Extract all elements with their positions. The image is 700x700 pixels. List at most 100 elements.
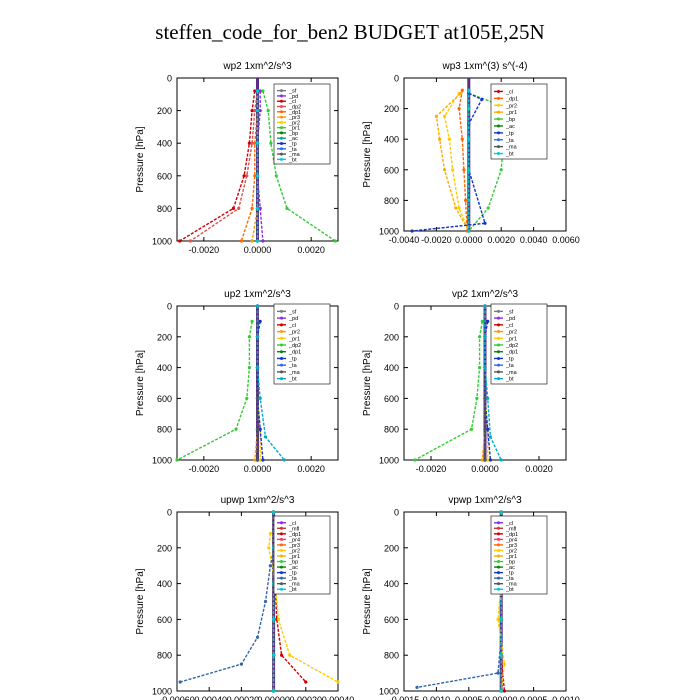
legend-label: _cl bbox=[505, 323, 513, 329]
y-tick-label: 1000 bbox=[152, 456, 172, 466]
legend-marker bbox=[497, 370, 500, 374]
x-tick-label: 0.0000 bbox=[244, 245, 272, 255]
legend-label: _pr2 bbox=[288, 330, 300, 336]
series-point bbox=[483, 221, 487, 225]
legend-label: _pr2 bbox=[505, 330, 517, 336]
legend-label: _dp1 bbox=[505, 532, 518, 538]
series-point bbox=[483, 396, 487, 400]
series-point bbox=[459, 91, 463, 95]
series-point bbox=[245, 174, 249, 178]
series-point bbox=[255, 174, 260, 178]
series-point bbox=[231, 206, 235, 210]
series-point bbox=[467, 137, 471, 141]
series-point bbox=[333, 239, 337, 243]
legend-marker bbox=[280, 110, 283, 114]
y-tick-label: 200 bbox=[157, 543, 172, 553]
legend-marker bbox=[497, 152, 500, 156]
legend-marker bbox=[497, 117, 500, 121]
legend-marker bbox=[497, 343, 500, 347]
y-tick-label: 0 bbox=[394, 302, 399, 312]
legend-marker bbox=[497, 543, 500, 547]
legend-marker bbox=[497, 356, 500, 360]
legend-label: _ac bbox=[288, 565, 298, 571]
legend-label: _dp1 bbox=[505, 96, 518, 102]
legend-marker bbox=[280, 582, 283, 586]
y-tick-label: 1000 bbox=[152, 237, 172, 247]
series-point bbox=[434, 114, 438, 118]
legend-label: _bp bbox=[288, 560, 298, 566]
legend-label: _tp bbox=[505, 571, 514, 577]
y-tick-label: 800 bbox=[157, 651, 172, 661]
series-point bbox=[415, 685, 419, 690]
legend-marker bbox=[497, 96, 500, 100]
legend-marker bbox=[497, 103, 500, 107]
legend-marker bbox=[280, 560, 283, 564]
series-point bbox=[175, 458, 179, 462]
series-point bbox=[261, 458, 265, 462]
legend-label: _pr2 bbox=[505, 103, 517, 109]
series-point bbox=[460, 137, 464, 141]
y-tick-label: 800 bbox=[157, 425, 172, 435]
series-point bbox=[247, 335, 251, 339]
series-point bbox=[255, 635, 260, 639]
series-point bbox=[261, 239, 265, 243]
legend-marker bbox=[497, 537, 500, 541]
y-tick-label: 1000 bbox=[379, 687, 399, 697]
series-point bbox=[253, 141, 257, 145]
series-point bbox=[442, 168, 447, 172]
legend-label: _bp bbox=[505, 560, 515, 566]
series-point bbox=[250, 141, 254, 145]
series-point bbox=[255, 427, 260, 431]
series-point bbox=[250, 109, 254, 113]
series-point bbox=[258, 458, 262, 462]
x-tick-label: 0.0000 bbox=[471, 464, 499, 474]
series-point bbox=[255, 304, 260, 308]
legend-marker bbox=[497, 532, 500, 536]
series-point bbox=[266, 109, 270, 113]
series-point bbox=[496, 671, 500, 675]
legend-label: _bt bbox=[288, 377, 297, 383]
series-point bbox=[486, 319, 490, 323]
y-tick-label: 400 bbox=[157, 139, 172, 149]
series-line-cl bbox=[179, 90, 256, 242]
series-line-dp2 bbox=[190, 90, 259, 242]
series-point bbox=[272, 617, 276, 622]
legend-marker bbox=[280, 343, 283, 347]
legend-marker bbox=[497, 554, 500, 558]
legend-marker bbox=[280, 152, 283, 156]
y-tick-label: 200 bbox=[157, 106, 172, 116]
y-tick-label: 400 bbox=[157, 363, 172, 373]
legend-label: _pr1 bbox=[505, 336, 517, 342]
legend-label: _ma bbox=[505, 145, 518, 151]
legend-label: _sf bbox=[288, 89, 297, 95]
series-point bbox=[483, 335, 487, 339]
series-point bbox=[502, 662, 506, 666]
y-tick-label: 0 bbox=[167, 74, 172, 84]
x-tick-label: 0.0060 bbox=[552, 235, 580, 245]
series-point bbox=[480, 319, 484, 323]
series-point bbox=[237, 206, 241, 210]
series-point bbox=[245, 396, 249, 400]
legend-label: _ma bbox=[505, 582, 518, 588]
legend-label: _dp1 bbox=[288, 350, 301, 356]
x-tick-label: 0.00000 bbox=[257, 695, 290, 700]
series-point bbox=[483, 304, 487, 308]
legend-marker bbox=[280, 94, 283, 98]
x-tick-label: 0.0000 bbox=[455, 235, 483, 245]
chart-panel-upwp: upwp 1xm^2/s^3 Pressure [hPa] 0 200 400 600 80… bbox=[135, 495, 354, 700]
legend-marker bbox=[280, 370, 283, 374]
y-axis-label: Pressure [hPa] bbox=[362, 350, 373, 416]
legend-label: _mfl bbox=[288, 526, 299, 532]
series-point bbox=[258, 109, 262, 113]
series-point bbox=[486, 427, 490, 431]
series-line-tp bbox=[484, 321, 492, 461]
series-point bbox=[242, 174, 246, 178]
legend-marker bbox=[280, 526, 283, 530]
legend-label: _ma bbox=[288, 152, 301, 158]
x-tick-label: -0.00040 bbox=[191, 695, 227, 700]
series-point bbox=[239, 239, 243, 243]
series-line-dp2 bbox=[176, 321, 253, 461]
legend-marker bbox=[280, 356, 283, 360]
legend-marker bbox=[280, 521, 283, 525]
legend-label: _bt bbox=[288, 157, 297, 163]
